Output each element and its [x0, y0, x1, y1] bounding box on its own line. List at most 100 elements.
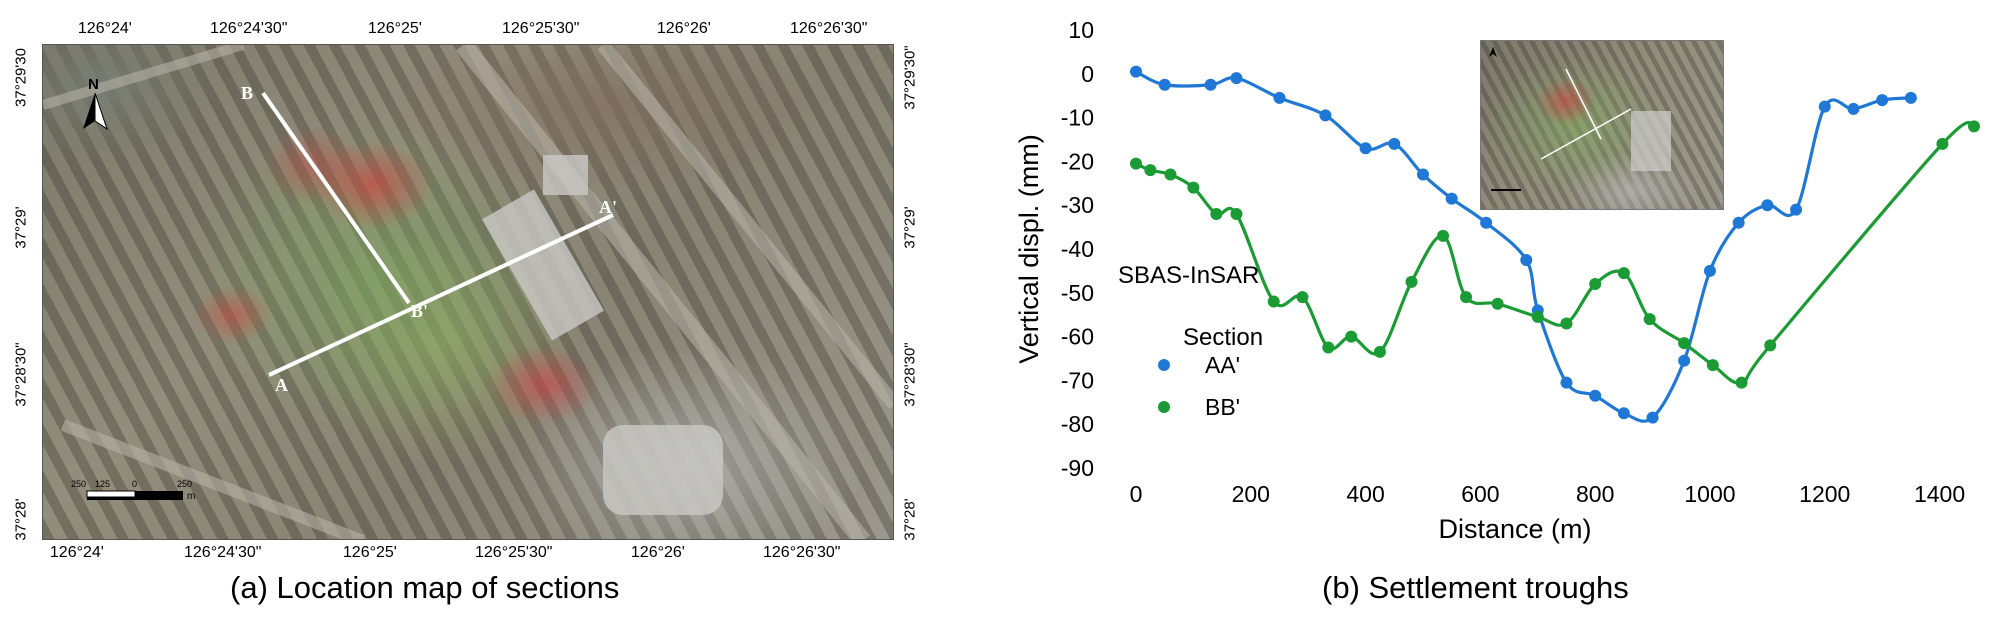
legend-label-bb: BB' [1205, 394, 1240, 420]
latitude-tick-label: 37°29' [12, 206, 30, 249]
data-point-aa [1589, 389, 1602, 402]
terminal-building [482, 189, 604, 341]
longitude-tick-label: 126°24'30" [184, 544, 262, 561]
label-a-end: A' [599, 197, 617, 217]
latitude-tick-label: 37°28'30" [901, 342, 919, 407]
data-point-bb [1735, 376, 1748, 389]
inset-north-arrow-icon [1489, 47, 1497, 57]
data-point-bb [1437, 229, 1450, 242]
data-point-aa [1732, 216, 1745, 229]
y-tick-label: -40 [1061, 236, 1094, 262]
latitude-tick-label: 37°29'30 [12, 48, 30, 107]
satellite-map: B B' A A' N 250 125 0 250 m [42, 44, 894, 540]
data-point-aa [1416, 168, 1429, 181]
data-point-bb [1936, 137, 1949, 150]
y-tick-label: -70 [1061, 367, 1094, 393]
inset-section-bb [1565, 68, 1602, 140]
data-point-aa [1847, 102, 1860, 115]
y-axis-title: Vertical displ. (mm) [1014, 134, 1044, 364]
longitude-tick-label: 126°25'30" [502, 20, 580, 37]
data-point-aa [1230, 72, 1243, 85]
x-tick-label: 1000 [1684, 481, 1735, 507]
y-tick-label: -20 [1061, 148, 1094, 174]
longitude-tick-label: 126°24'30" [210, 20, 288, 37]
north-label: N [88, 76, 99, 93]
inset-scale-bar [1491, 189, 1521, 191]
latitude-tick-label: 37°29' [901, 206, 919, 249]
section-bb-line [261, 91, 411, 305]
longitude-tick-label: 126°26'30" [763, 544, 841, 561]
inset-section-aa [1540, 108, 1632, 160]
taxiway [60, 419, 366, 539]
caption-b: (b) Settlement troughs [1322, 570, 1629, 605]
data-point-aa [1818, 100, 1831, 113]
inset-map-overlay [1489, 47, 1671, 191]
data-point-aa [1617, 407, 1630, 420]
data-point-bb [1164, 168, 1177, 181]
x-tick-label: 1400 [1914, 481, 1965, 507]
data-point-bb [1531, 310, 1544, 323]
data-point-aa [1273, 91, 1286, 104]
chart-axes: 10 0 -10 -20 -30 -40 -50 -60 -70 -80 -90 0 200 400 600… [1014, 17, 1965, 544]
data-point-aa [1445, 192, 1458, 205]
method-label: SBAS-InSAR [1118, 262, 1259, 289]
y-tick-label: -50 [1061, 280, 1094, 306]
data-point-aa [1388, 137, 1401, 150]
data-point-aa [1520, 253, 1533, 266]
data-point-aa [1761, 199, 1774, 212]
longitude-tick-label: 126°26' [630, 544, 685, 561]
data-point-aa [1703, 264, 1716, 277]
data-point-bb [1968, 120, 1980, 133]
building [543, 155, 588, 195]
data-point-aa [1876, 94, 1889, 107]
data-point-bb [1267, 295, 1280, 308]
data-point-bb [1589, 278, 1602, 291]
longitude-tick-label: 126°25' [342, 544, 397, 561]
longitude-tick-label: 126°24' [77, 20, 132, 37]
longitude-tick-label: 126°25'30" [475, 544, 553, 561]
data-point-bb [1405, 275, 1418, 288]
latitude-tick-label: 37°28' [901, 498, 919, 541]
longitude-tick-label: 126°25' [367, 20, 422, 37]
chart-series-points [1130, 65, 1980, 424]
latitude-tick-label: 37°28'30" [12, 342, 30, 407]
scale-label: 0 [132, 479, 137, 489]
data-point-bb [1764, 339, 1777, 352]
y-tick-label: -90 [1061, 455, 1094, 481]
data-point-aa [1790, 203, 1803, 216]
data-point-bb [1144, 164, 1157, 177]
y-tick-label: -10 [1061, 105, 1094, 131]
data-point-bb [1491, 297, 1504, 310]
data-point-bb [1460, 291, 1473, 304]
location-map-panel: 126°24' 126°24'30" 126°25' 126°25'30" 126°26… [0, 0, 960, 628]
y-tick-label: -60 [1061, 324, 1094, 350]
runway [597, 45, 893, 410]
runway [455, 45, 871, 539]
data-point-bb [1643, 313, 1656, 326]
data-point-aa [1204, 78, 1217, 91]
data-point-bb [1130, 157, 1142, 170]
inset-terminal [1631, 111, 1671, 171]
data-point-aa [1359, 142, 1372, 155]
label-a-start: A [275, 375, 288, 395]
data-point-aa [1678, 354, 1691, 367]
caption-a: (a) Location map of sections [230, 570, 620, 605]
data-point-bb [1373, 345, 1386, 358]
longitude-tick-label: 126°26' [656, 20, 711, 37]
y-tick-label: -80 [1061, 411, 1094, 437]
label-b-end: B' [411, 301, 428, 321]
data-point-aa [1560, 376, 1573, 389]
data-point-bb [1322, 341, 1335, 354]
data-point-aa [1904, 91, 1917, 104]
data-point-aa [1646, 411, 1659, 424]
data-point-bb [1560, 317, 1573, 330]
x-tick-label: 0 [1130, 481, 1143, 507]
latitude-tick-label: 37°28' [12, 498, 30, 541]
y-tick-label: 10 [1068, 17, 1094, 43]
data-point-aa [1319, 109, 1332, 122]
settlement-chart-panel: 10 0 -10 -20 -30 -40 -50 -60 -70 -80 -90 0 200 400 600… [1000, 0, 2008, 628]
y-tick-label: 0 [1081, 61, 1094, 87]
legend-marker-bb [1158, 401, 1170, 413]
longitude-tick-label: 126°24' [49, 544, 104, 561]
latitude-tick-label: 37°29'30" [901, 45, 919, 110]
